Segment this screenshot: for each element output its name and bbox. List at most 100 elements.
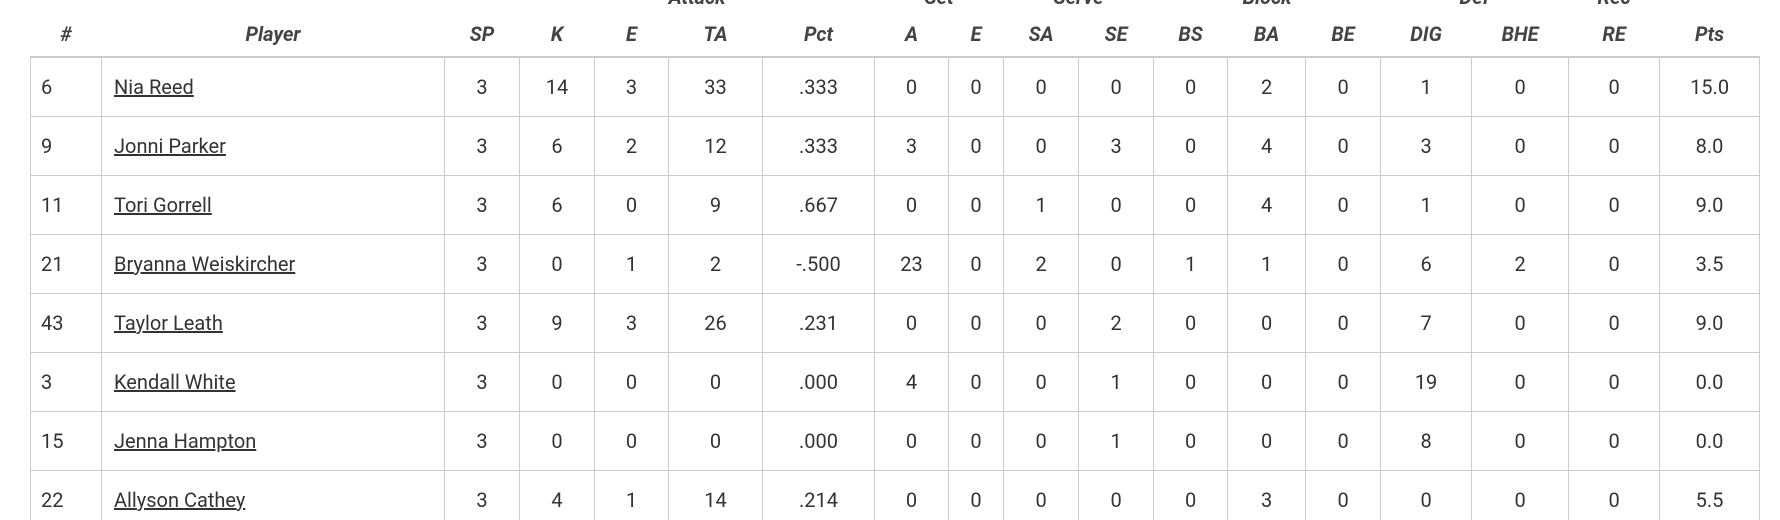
stat-cell: 0 [1305,234,1382,294]
stat-cell: 3 [444,352,520,412]
stat-cell: 0 [1003,352,1080,412]
player-link[interactable]: Jenna Hampton [114,429,257,453]
stat-cell: 5.5 [1659,470,1761,520]
player-cell: Jonni Parker [101,116,445,176]
stats-table-container: AttackSetServeBlockDefRec #PlayerSPKETAP… [30,0,1761,520]
stat-cell: 0 [1003,411,1080,471]
player-cell: Tori Gorrell [101,175,445,235]
column-header: # [30,12,102,58]
stat-cell: 1 [594,470,669,520]
column-header: Pts [1659,12,1760,58]
stat-cell: 8 [1380,411,1473,471]
stat-cell: 3 [444,470,520,520]
player-link[interactable]: Bryanna Weiskircher [114,252,296,276]
stat-cell: 3 [1227,470,1307,520]
column-header: SA [1003,12,1079,58]
column-header: K [519,12,595,58]
stat-cell: 0 [519,411,595,471]
stat-cell: 0.0 [1659,352,1761,412]
stat-cell: 4 [1227,116,1307,176]
group-spacer [31,0,520,12]
group-header: Serve [1004,0,1154,12]
stat-cell: 3 [444,293,520,353]
column-header: RE [1568,12,1660,58]
stat-cell: .333 [761,56,876,117]
header-row: # Player SP K E TA Pct A E SA SE BS BA BE DIG BHE RE Pts [30,12,1760,58]
stat-cell: 0 [874,175,950,235]
stat-cell: 2 [1078,293,1155,353]
stat-cell: 0 [1568,234,1661,294]
stat-cell: 2 [594,116,669,176]
stat-cell: 0 [1305,352,1382,412]
stat-cell: 3 [874,116,950,176]
player-row: 3 Kendall White 3 0 0 0.000 4 0 0 1 0 0 0 19 0 0 0.0 [30,352,1761,412]
player-row: 6 Nia Reed 3 14 3 33.333 0 0 0 0 0 2 0 1 0 0 15.0 [30,56,1761,117]
stat-cell: 1 [1078,352,1155,412]
player-link[interactable]: Tori Gorrell [114,193,212,217]
column-header: BA [1227,12,1306,58]
stat-cell: 0 [1153,293,1229,353]
player-link[interactable]: Nia Reed [114,75,194,99]
stat-cell: 0 [1153,470,1229,520]
stat-cell: 1 [1380,56,1473,117]
stat-cell: 3 [594,293,669,353]
player-cell: Nia Reed [101,56,445,117]
player-row: 9 Jonni Parker 3 6 2 12.333 3 0 0 3 0 4 0 3 0 0 8.0 [30,116,1761,176]
player-link[interactable]: Taylor Leath [114,311,223,335]
stat-cell: 0 [1305,411,1382,471]
stat-cell: 3 [444,116,520,176]
column-header: A [874,12,949,58]
stat-cell: 0 [874,411,950,471]
stat-cell: 0 [948,293,1005,353]
group-header: Def [1381,0,1569,12]
stat-cell: 2 [1003,234,1080,294]
stat-cell: 3 [444,56,520,117]
player-row: 15 Jenna Hampton 3 0 0 0.000 0 0 0 1 0 0 0 8 0 0 0.0 [30,411,1761,471]
stat-cell: 0 [1568,116,1661,176]
player-row: 43 Taylor Leath 3 9 3 26.231 0 0 0 2 0 0 0 7 0 0 9.0 [30,293,1761,353]
stat-cell: .667 [761,175,876,235]
stat-cell: 0 [948,116,1005,176]
stat-cell: 9 [668,175,763,235]
player-link[interactable]: Kendall White [114,370,236,394]
stat-cell: 0 [1153,175,1229,235]
stat-cell: 0 [1227,352,1307,412]
stat-cell: 6 [1380,234,1473,294]
column-header: TA [668,12,763,58]
stat-cell: 0 [519,352,595,412]
stat-cell: 6 [519,116,595,176]
stat-cell: 9.0 [1659,293,1761,353]
stat-cell: 2 [1227,56,1307,117]
player-row: 21 Bryanna Weiskircher 3 0 1 2 -.500 23 0 2 0 1 1 0 6 2… [30,234,1761,294]
stat-cell: 0 [1568,293,1661,353]
player-link[interactable]: Jonni Parker [114,134,226,158]
stat-cell: 0 [948,352,1005,412]
stat-cell: 0 [1305,56,1382,117]
stat-cell: 4 [1227,175,1307,235]
group-header-row: AttackSetServeBlockDefRec [31,0,1760,12]
stat-cell: 0 [1153,56,1229,117]
stat-cell: 0 [948,175,1005,235]
stat-cell: 0 [1078,234,1155,294]
stat-cell: 8.0 [1659,116,1761,176]
player-cell: Taylor Leath [101,293,445,353]
stat-cell: 9.0 [1659,175,1761,235]
stat-cell: 0 [1471,293,1570,353]
jersey-number: 21 [30,234,102,294]
stat-cell: 0 [874,293,950,353]
stat-cell: 0 [948,470,1005,520]
stat-cell: 0 [594,411,669,471]
stat-cell: 4 [519,470,595,520]
stat-cell: 23 [874,234,950,294]
column-header: E [948,12,1004,58]
stat-cell: 0 [1471,470,1570,520]
stat-cell: -.500 [761,234,876,294]
column-header: E [594,12,669,58]
stat-cell: 0 [1305,470,1382,520]
stat-cell: 0 [948,234,1005,294]
player-cell: Bryanna Weiskircher [101,234,445,294]
player-link[interactable]: Allyson Cathey [114,488,246,512]
stat-cell: 19 [1380,352,1473,412]
stat-cell: 0 [1471,116,1570,176]
